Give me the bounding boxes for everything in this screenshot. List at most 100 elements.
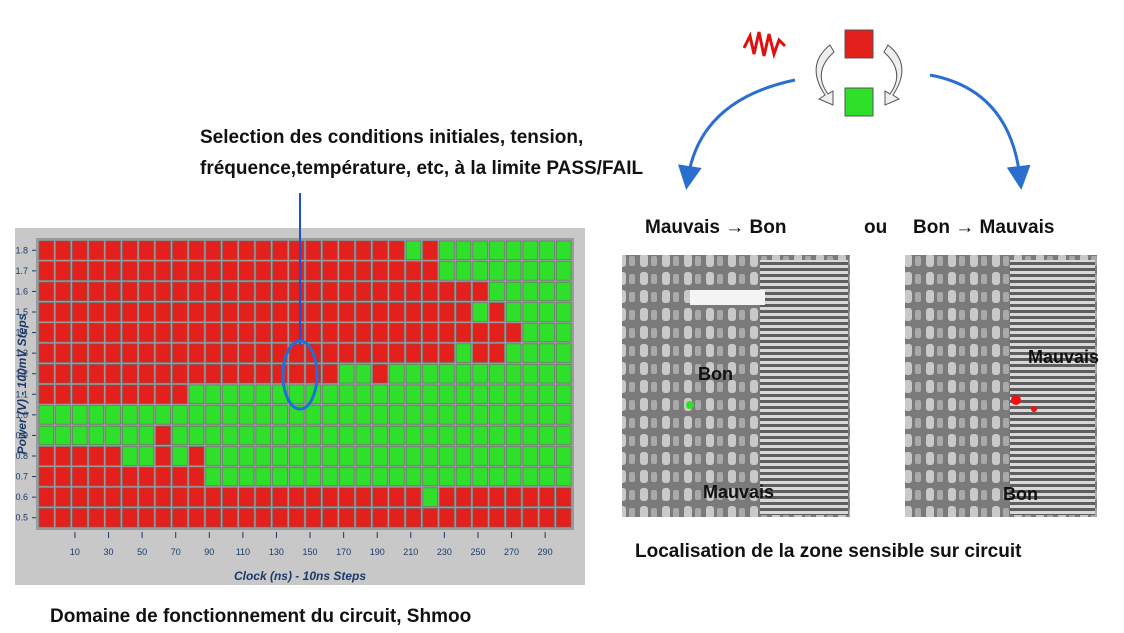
- shmoo-cell: [72, 303, 87, 322]
- shmoo-cell: [456, 303, 471, 322]
- shmoo-cell: [423, 508, 438, 527]
- x-tick-label: 10: [70, 547, 80, 557]
- x-tick-label: 90: [204, 547, 214, 557]
- y-tick-label: 0.6: [15, 492, 28, 502]
- shmoo-cell: [523, 508, 538, 527]
- shmoo-cell: [56, 344, 71, 363]
- shmoo-cell: [189, 303, 204, 322]
- shmoo-cell: [406, 323, 421, 342]
- shmoo-cell: [156, 508, 171, 527]
- shmoo-cell: [339, 282, 354, 301]
- shmoo-cell: [506, 303, 521, 322]
- shmoo-cell: [373, 385, 388, 404]
- shmoo-cell: [289, 385, 304, 404]
- chip-image: [690, 290, 765, 305]
- shmoo-cell: [39, 467, 54, 486]
- shmoo-cell: [423, 385, 438, 404]
- shmoo-cell: [39, 426, 54, 445]
- shmoo-cell: [273, 241, 288, 260]
- shmoo-cell: [289, 262, 304, 281]
- shmoo-cell: [56, 488, 71, 507]
- shmoo-cell: [440, 303, 455, 322]
- shmoo-cell: [56, 406, 71, 425]
- shmoo-cell: [440, 241, 455, 260]
- shmoo-cell: [223, 406, 238, 425]
- shmoo-cell: [173, 508, 188, 527]
- shmoo-cell: [156, 262, 171, 281]
- shmoo-cell: [273, 303, 288, 322]
- shmoo-cell: [323, 447, 338, 466]
- shmoo-cell: [39, 508, 54, 527]
- shmoo-cell: [406, 426, 421, 445]
- shmoo-cell: [239, 241, 254, 260]
- shmoo-cell: [506, 262, 521, 281]
- shmoo-cell: [256, 364, 271, 383]
- shmoo-cell: [56, 282, 71, 301]
- shmoo-cell: [273, 262, 288, 281]
- shmoo-cell: [256, 241, 271, 260]
- y-tick-label: 1.7: [15, 266, 28, 276]
- shmoo-cell: [556, 282, 571, 301]
- shmoo-cell: [156, 282, 171, 301]
- shmoo-cell: [206, 364, 221, 383]
- x-tick-label: 110: [236, 547, 250, 557]
- shmoo-cell: [373, 323, 388, 342]
- y-tick-label: 0.9: [15, 430, 28, 440]
- shmoo-cell: [273, 488, 288, 507]
- shmoo-cell: [440, 262, 455, 281]
- shmoo-cell: [540, 323, 555, 342]
- shmoo-cell: [39, 262, 54, 281]
- shmoo-cell: [356, 364, 371, 383]
- y-tick-label: 1.8: [15, 245, 28, 255]
- shmoo-cell: [406, 447, 421, 466]
- shmoo-cell: [339, 447, 354, 466]
- shmoo-cell: [173, 488, 188, 507]
- shmoo-cell: [206, 467, 221, 486]
- shmoo-cell: [72, 364, 87, 383]
- shmoo-cell: [89, 344, 104, 363]
- shmoo-cell: [72, 488, 87, 507]
- shmoo-cell: [256, 426, 271, 445]
- shmoo-cell: [440, 426, 455, 445]
- shmoo-cell: [540, 241, 555, 260]
- shmoo-cell: [406, 303, 421, 322]
- shmoo-cell: [173, 303, 188, 322]
- shmoo-cell: [456, 262, 471, 281]
- x-tick-label: 230: [437, 547, 452, 557]
- shmoo-cell: [540, 364, 555, 383]
- shmoo-cell: [239, 323, 254, 342]
- shmoo-cell: [289, 241, 304, 260]
- shmoo-cell: [89, 467, 104, 486]
- shmoo-cell: [106, 508, 121, 527]
- shmoo-cell: [239, 364, 254, 383]
- shmoo-cell: [39, 364, 54, 383]
- shmoo-cell: [223, 323, 238, 342]
- shmoo-cell: [156, 385, 171, 404]
- shmoo-cell: [506, 241, 521, 260]
- shmoo-cell: [106, 488, 121, 507]
- shmoo-cell: [239, 385, 254, 404]
- shmoo-cell: [156, 303, 171, 322]
- shmoo-cell: [156, 364, 171, 383]
- shmoo-cell: [122, 447, 137, 466]
- shmoo-cell: [523, 467, 538, 486]
- shmoo-cell: [540, 282, 555, 301]
- cycle-arrow: [816, 45, 834, 105]
- shmoo-cell: [206, 488, 221, 507]
- shmoo-cell: [523, 241, 538, 260]
- shmoo-cell: [273, 406, 288, 425]
- shmoo-cell: [56, 426, 71, 445]
- shmoo-cell: [423, 323, 438, 342]
- shmoo-cell: [56, 241, 71, 260]
- shmoo-cell: [356, 282, 371, 301]
- shmoo-cell: [39, 447, 54, 466]
- signal-icon: [744, 32, 785, 56]
- fail-square: [845, 30, 873, 58]
- shmoo-cell: [89, 385, 104, 404]
- page: Selection des conditions initiales, tens…: [0, 0, 1124, 633]
- x-tick-label: 30: [104, 547, 114, 557]
- shmoo-cell: [373, 508, 388, 527]
- shmoo-cell: [289, 447, 304, 466]
- shmoo-cell: [273, 282, 288, 301]
- shmoo-cell: [473, 262, 488, 281]
